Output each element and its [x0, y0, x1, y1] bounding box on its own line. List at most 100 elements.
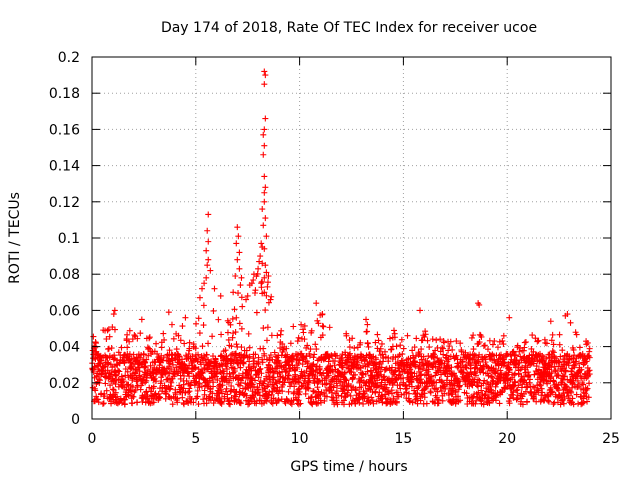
data-point: [391, 371, 398, 378]
data-point: [209, 333, 216, 340]
data-point: [372, 356, 379, 363]
data-point: [275, 397, 282, 404]
data-point: [104, 327, 111, 334]
data-point: [278, 327, 285, 334]
data-point: [233, 314, 240, 321]
data-point: [237, 282, 244, 289]
data-point: [261, 68, 268, 75]
data-point: [238, 274, 245, 281]
data-point: [495, 361, 502, 368]
data-point: [113, 371, 120, 378]
data-point: [255, 265, 262, 272]
data-point: [301, 322, 308, 329]
data-point: [202, 355, 209, 362]
data-point: [315, 379, 322, 386]
data-point: [414, 395, 421, 402]
data-point: [586, 371, 593, 378]
data-point: [117, 395, 124, 402]
x-tick-label: 20: [498, 431, 516, 447]
data-point: [258, 280, 265, 287]
data-point: [417, 307, 424, 314]
data-point: [186, 339, 193, 346]
data-point: [283, 345, 290, 352]
data-point: [262, 72, 269, 79]
data-point: [363, 316, 370, 323]
y-tick-label: 0.18: [49, 86, 80, 102]
data-point: [186, 345, 193, 352]
data-point: [195, 355, 202, 362]
data-point: [492, 366, 499, 373]
x-tick-label: 15: [394, 431, 412, 447]
data-point: [583, 338, 590, 345]
data-point: [269, 400, 276, 407]
data-point: [441, 339, 448, 346]
data-point: [521, 339, 528, 346]
data-point: [102, 380, 109, 387]
data-point: [196, 330, 203, 337]
data-point: [579, 380, 586, 387]
data-point: [236, 382, 243, 389]
data-point: [260, 131, 267, 138]
data-point: [235, 233, 242, 240]
data-point: [549, 389, 556, 396]
data-point: [243, 296, 250, 303]
data-point: [439, 344, 446, 351]
data-point: [364, 328, 371, 335]
data-point: [207, 386, 214, 393]
data-point: [449, 346, 456, 353]
data-point: [223, 363, 230, 370]
data-point: [559, 347, 566, 354]
data-point: [156, 393, 163, 400]
data-point: [545, 398, 552, 405]
data-point: [335, 377, 342, 384]
data-point: [112, 396, 119, 403]
data-point: [432, 372, 439, 379]
data-point: [494, 380, 501, 387]
data-point: [147, 388, 154, 395]
data-point: [564, 311, 571, 318]
data-point: [515, 382, 522, 389]
data-point: [372, 339, 379, 346]
data-point: [101, 393, 108, 400]
data-point: [386, 335, 393, 342]
data-point: [411, 344, 418, 351]
data-point: [317, 399, 324, 406]
data-point: [501, 385, 508, 392]
data-point: [236, 249, 243, 256]
data-point: [543, 340, 550, 347]
data-point: [274, 398, 281, 405]
data-point: [388, 364, 395, 371]
data-point: [262, 307, 269, 314]
data-point: [111, 307, 118, 314]
data-point: [377, 382, 384, 389]
axes: 0 5 10 15 20 25 0 0.02 0.04 0.06 0.08 0.1 0.12 0.14 0.…: [49, 50, 620, 447]
data-point: [533, 363, 540, 370]
data-point: [312, 341, 319, 348]
data-point: [92, 387, 99, 394]
data-point: [96, 377, 103, 384]
data-point: [549, 348, 556, 355]
data-point: [262, 215, 269, 222]
data-point: [265, 273, 272, 280]
data-point: [333, 387, 340, 394]
data-point: [585, 394, 592, 401]
data-point: [543, 355, 550, 362]
data-point: [261, 289, 268, 296]
data-points: [89, 68, 593, 408]
data-point: [264, 283, 271, 290]
data-point: [550, 349, 557, 356]
data-point: [270, 368, 277, 375]
data-point: [574, 377, 581, 384]
data-point: [500, 332, 507, 339]
data-point: [458, 348, 465, 355]
data-point: [532, 391, 539, 398]
data-point: [325, 372, 332, 379]
data-point: [400, 345, 407, 352]
data-point: [210, 400, 217, 407]
data-point: [284, 353, 291, 360]
data-point: [491, 337, 498, 344]
data-point: [312, 372, 319, 379]
data-point: [567, 319, 574, 326]
data-point: [185, 370, 192, 377]
data-point: [282, 369, 289, 376]
